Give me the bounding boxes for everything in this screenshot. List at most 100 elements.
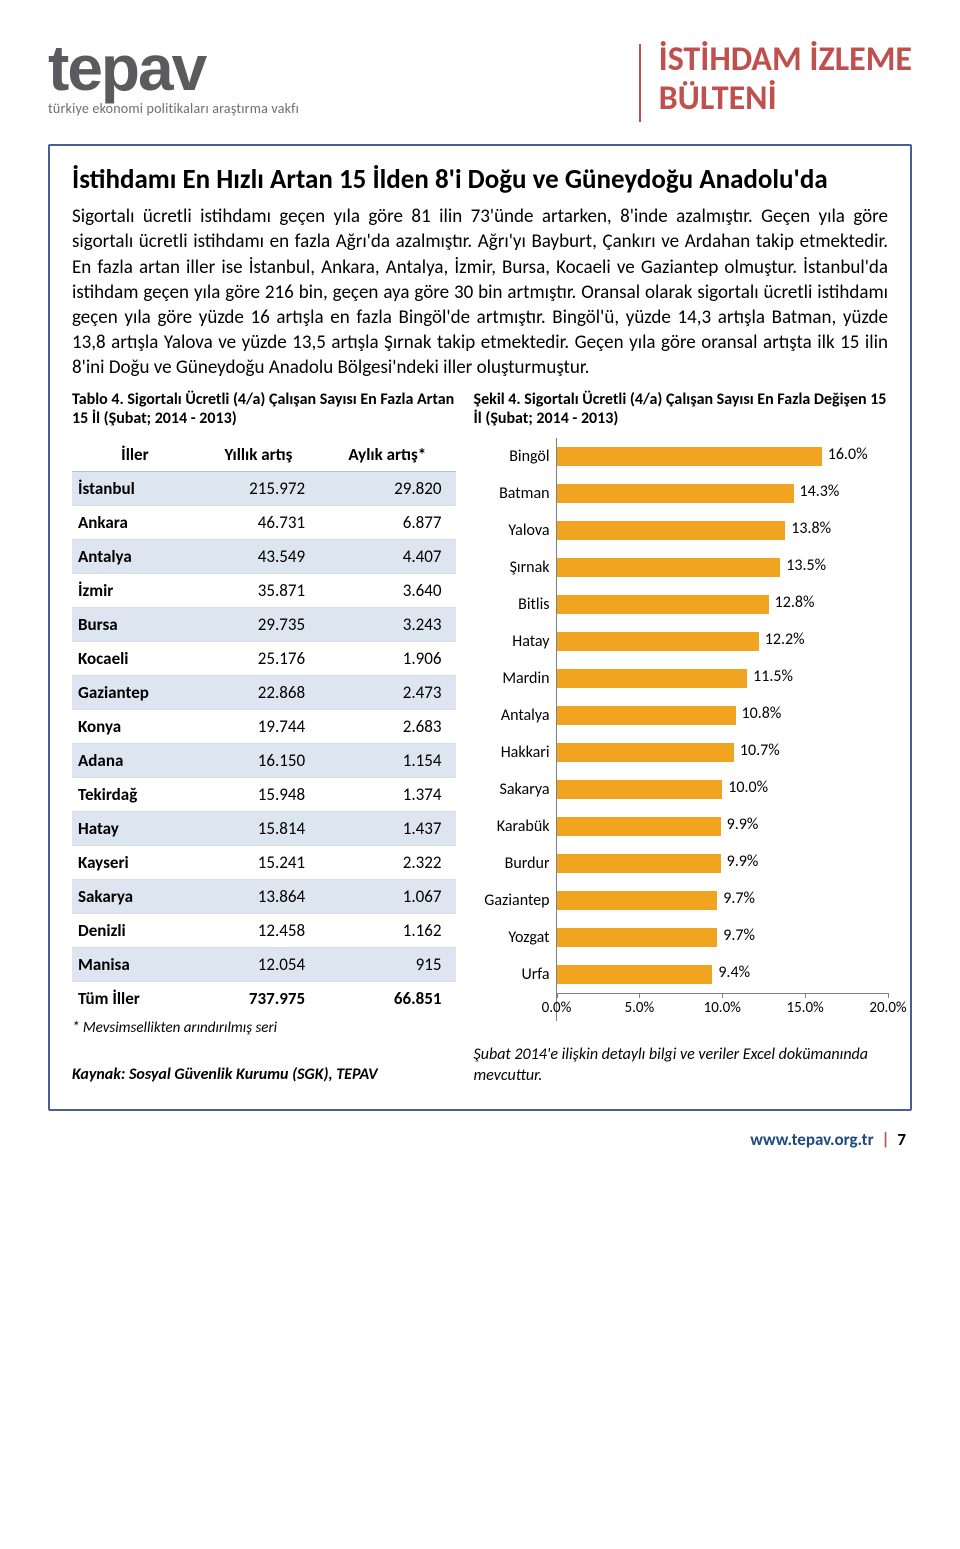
- chart-row: Şırnak 13.5%: [474, 549, 888, 586]
- chart-value-label: 10.0%: [728, 779, 768, 797]
- cell-yearly: 12.458: [198, 914, 319, 948]
- col-header-il: İller: [72, 438, 198, 472]
- chart-category-label: Hatay: [474, 632, 556, 651]
- chart-row: Mardin11.5%: [474, 660, 888, 697]
- page-root: tepav türkiye ekonomi politikaları araşt…: [0, 0, 960, 1180]
- cell-province: İstanbul: [72, 472, 198, 506]
- footer-page-number: 7: [897, 1129, 906, 1150]
- page-footer: www.tepav.org.tr | 7: [48, 1129, 912, 1150]
- chart-axis-row: 0.0%5.0%10.0%15.0%20.0%: [474, 993, 888, 1021]
- table-row: Konya19.7442.683: [72, 710, 456, 744]
- chart-category-label: Hakkari: [474, 743, 556, 762]
- chart-plot-area: 14.3%: [556, 475, 888, 512]
- footer-separator: |: [877, 1129, 893, 1150]
- cell-province: Adana: [72, 744, 198, 778]
- chart-row: Antalya 10.8%: [474, 697, 888, 734]
- cell-yearly: 15.948: [198, 778, 319, 812]
- table-header-row: İller Yıllık artış Aylık artış*: [72, 438, 456, 472]
- cell-monthly: 4.407: [319, 540, 455, 574]
- cell-province: Hatay: [72, 812, 198, 846]
- cell-yearly: 13.864: [198, 880, 319, 914]
- table-row: Adana16.1501.154: [72, 744, 456, 778]
- data-table: İller Yıllık artış Aylık artış* İstanbul…: [72, 438, 456, 1015]
- cell-province: Kayseri: [72, 846, 198, 880]
- chart-category-label: Yozgat: [474, 928, 556, 947]
- chart-category-label: Bingöl: [474, 447, 556, 466]
- col-header-aylik: Aylık artış*: [319, 438, 455, 472]
- chart-tick: [639, 993, 640, 998]
- chart-plot-area: 9.7%: [556, 882, 888, 919]
- table-column: Tablo 4. Sigortalı Ücretli (4/a) Çalışan…: [72, 390, 456, 1087]
- cell-monthly: 1.374: [319, 778, 455, 812]
- chart-plot-area: 13.8%: [556, 512, 888, 549]
- chart-row: Bitlis12.8%: [474, 586, 888, 623]
- chart-column: Şekil 4. Sigortalı Ücretli (4/a) Çalışan…: [474, 390, 888, 1087]
- chart-plot-area: 11.5%: [556, 660, 888, 697]
- chart-category-label: Şırnak: [474, 558, 556, 577]
- cell-monthly: 1.906: [319, 642, 455, 676]
- cell-yearly: 16.150: [198, 744, 319, 778]
- chart-value-label: 9.4%: [718, 964, 750, 982]
- table-row: İstanbul215.97229.820: [72, 472, 456, 506]
- chart-bar: [557, 780, 723, 799]
- chart-plot-area: 16.0%: [556, 438, 888, 475]
- chart-category-label: Yalova: [474, 521, 556, 540]
- cell-total-monthly: 66.851: [319, 982, 455, 1016]
- chart-bar: [557, 891, 718, 910]
- chart-value-label: 10.8%: [742, 705, 782, 723]
- logo-block: tepav türkiye ekonomi politikaları araşt…: [48, 40, 299, 117]
- chart-plot-area: 9.7%: [556, 919, 888, 956]
- cell-yearly: 15.814: [198, 812, 319, 846]
- logo-subtext: türkiye ekonomi politikaları araştırma v…: [48, 100, 299, 117]
- chart-value-label: 13.5%: [786, 557, 826, 575]
- table-footnote: * Mevsimsellikten arındırılmış seri: [72, 1019, 456, 1037]
- chart-bar: [557, 558, 781, 577]
- table-row: Bursa29.7353.243: [72, 608, 456, 642]
- cell-monthly: 6.877: [319, 506, 455, 540]
- chart-bar: [557, 928, 718, 947]
- table-row: Antalya43.5494.407: [72, 540, 456, 574]
- chart-plot-area: 9.4%: [556, 956, 888, 993]
- table-total-row: Tüm İller737.97566.851: [72, 982, 456, 1016]
- chart-note: Şubat 2014'e ilişkin detaylı bilgi ve ve…: [474, 1045, 888, 1087]
- chart-plot-area: 9.9%: [556, 845, 888, 882]
- cell-yearly: 19.744: [198, 710, 319, 744]
- chart-value-label: 13.8%: [791, 520, 831, 538]
- chart-bar: [557, 965, 713, 984]
- page-header: tepav türkiye ekonomi politikaları araşt…: [48, 40, 912, 122]
- chart-bar: [557, 817, 721, 836]
- cell-monthly: 2.683: [319, 710, 455, 744]
- chart-row: Gaziantep9.7%: [474, 882, 888, 919]
- chart-plot-area: 12.8%: [556, 586, 888, 623]
- chart-bar: [557, 669, 748, 688]
- cell-yearly: 29.735: [198, 608, 319, 642]
- header-right: İSTİHDAM İZLEME BÜLTENİ: [639, 40, 912, 122]
- cell-province: Antalya: [72, 540, 198, 574]
- chart-tick-label: 0.0%: [542, 999, 572, 1017]
- chart-row: Karabük9.9%: [474, 808, 888, 845]
- chart-row: Urfa9.4%: [474, 956, 888, 993]
- header-title-line1: İSTİHDAM İZLEME: [659, 40, 912, 79]
- chart-x-axis: 0.0%5.0%10.0%15.0%20.0%: [556, 993, 888, 1021]
- table-row: Kayseri15.2412.322: [72, 846, 456, 880]
- table-row: Tekirdağ15.9481.374: [72, 778, 456, 812]
- chart-row: Sakarya10.0%: [474, 771, 888, 808]
- cell-province: Sakarya: [72, 880, 198, 914]
- cell-yearly: 25.176: [198, 642, 319, 676]
- table-row: Manisa12.054915: [72, 948, 456, 982]
- chart-tick-label: 5.0%: [625, 999, 655, 1017]
- chart-category-label: Antalya: [474, 706, 556, 725]
- chart-plot-area: 10.0%: [556, 771, 888, 808]
- table-source: Kaynak: Sosyal Güvenlik Kurumu (SGK), TE…: [72, 1065, 456, 1084]
- chart-bar: [557, 854, 721, 873]
- cell-monthly: 2.473: [319, 676, 455, 710]
- table-row: Sakarya13.8641.067: [72, 880, 456, 914]
- chart-value-label: 16.0%: [828, 446, 868, 464]
- cell-monthly: 1.437: [319, 812, 455, 846]
- cell-yearly: 35.871: [198, 574, 319, 608]
- header-divider: [639, 44, 641, 122]
- two-column-layout: Tablo 4. Sigortalı Ücretli (4/a) Çalışan…: [72, 390, 888, 1087]
- content-box: İstihdamı En Hızlı Artan 15 İlden 8'i Do…: [48, 144, 912, 1111]
- table-row: Gaziantep22.8682.473: [72, 676, 456, 710]
- chart-bar: [557, 447, 822, 466]
